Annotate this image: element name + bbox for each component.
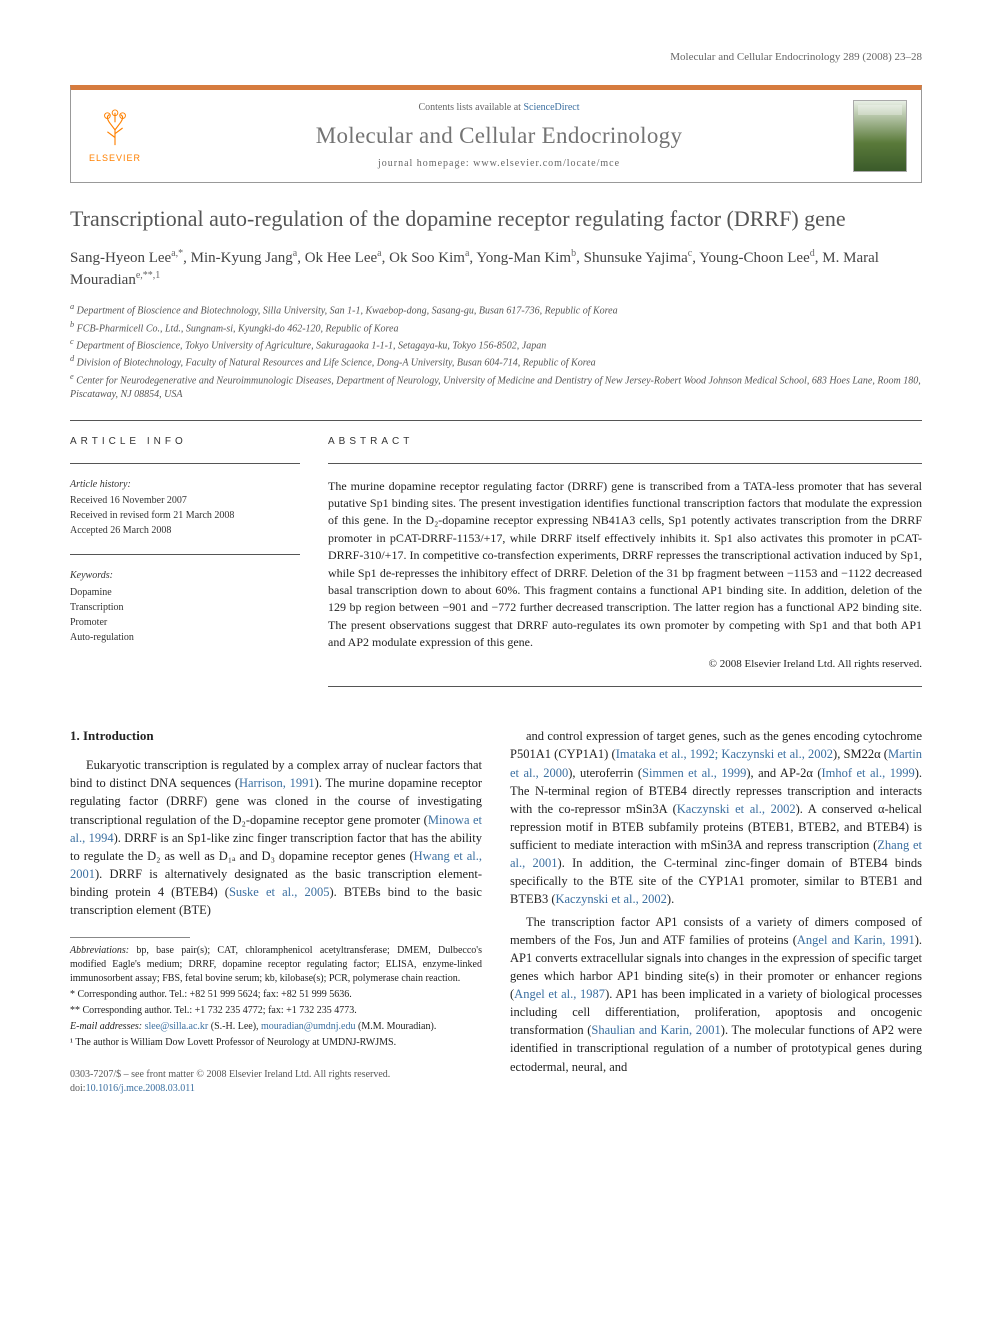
history-line: Received in revised form 21 March 2008 <box>70 508 300 523</box>
sciencedirect-link[interactable]: ScienceDirect <box>523 102 579 113</box>
tree-icon <box>96 108 134 148</box>
keywords-label: Keywords: <box>70 569 300 583</box>
article-title: Transcriptional auto-regulation of the d… <box>70 205 922 234</box>
doi-link[interactable]: 10.1016/j.mce.2008.03.011 <box>86 1083 195 1094</box>
article-history-label: Article history: <box>70 478 300 492</box>
journal-banner: ELSEVIER Contents lists available at Sci… <box>70 85 922 183</box>
author-list: Sang-Hyeon Leea,*, Min-Kyung Janga, Ok H… <box>70 247 922 291</box>
abstract-head: ABSTRACT <box>328 435 922 449</box>
front-matter-line: 0303-7207/$ – see front matter © 2008 El… <box>70 1068 482 1082</box>
section-head-intro: 1. Introduction <box>70 727 482 746</box>
keyword: Auto-regulation <box>70 630 300 645</box>
divider <box>328 463 922 464</box>
body-paragraph: and control expression of target genes, … <box>510 727 922 908</box>
journal-homepage: journal homepage: www.elsevier.com/locat… <box>159 157 839 171</box>
journal-cover-thumb[interactable] <box>853 100 907 172</box>
affiliation: e Center for Neurodegenerative and Neuro… <box>70 371 922 402</box>
email-addresses: E-mail addresses: slee@silla.ac.kr (S.-H… <box>70 1020 482 1034</box>
affiliation: d Division of Biotechnology, Faculty of … <box>70 353 922 370</box>
abstract-text: The murine dopamine receptor regulating … <box>328 478 922 652</box>
affiliation: a Department of Bioscience and Biotechno… <box>70 301 922 318</box>
body-paragraph: The transcription factor AP1 consists of… <box>510 913 922 1076</box>
divider <box>70 420 922 421</box>
logo-label: ELSEVIER <box>89 152 141 164</box>
divider <box>70 554 300 555</box>
keyword: Dopamine <box>70 585 300 600</box>
divider <box>70 463 300 464</box>
elsevier-logo[interactable]: ELSEVIER <box>85 101 145 171</box>
affiliation: b FCB-Pharmicell Co., Ltd., Sungnam-si, … <box>70 319 922 336</box>
keyword: Promoter <box>70 615 300 630</box>
corresponding-author-2: ** Corresponding author. Tel.: +1 732 23… <box>70 1004 482 1018</box>
abstract-copyright: © 2008 Elsevier Ireland Ltd. All rights … <box>328 657 922 672</box>
running-head: Molecular and Cellular Endocrinology 289… <box>70 50 922 65</box>
author-note-1: ¹ The author is William Dow Lovett Profe… <box>70 1036 482 1050</box>
keyword: Transcription <box>70 600 300 615</box>
corresponding-author-1: * Corresponding author. Tel.: +82 51 999… <box>70 988 482 1002</box>
journal-name: Molecular and Cellular Endocrinology <box>159 120 839 151</box>
email-link-1[interactable]: slee@silla.ac.kr <box>145 1021 209 1032</box>
history-line: Received 16 November 2007 <box>70 493 300 508</box>
article-info-head: ARTICLE INFO <box>70 435 300 449</box>
divider <box>328 686 922 687</box>
body-paragraph: Eukaryotic transcription is regulated by… <box>70 756 482 919</box>
contents-available-line: Contents lists available at ScienceDirec… <box>159 101 839 115</box>
footnotes-block: Abbreviations: bp, base pair(s); CAT, ch… <box>70 937 482 1050</box>
history-line: Accepted 26 March 2008 <box>70 523 300 538</box>
affiliation: c Department of Bioscience, Tokyo Univer… <box>70 336 922 353</box>
email-link-2[interactable]: mouradian@umdnj.edu <box>261 1021 355 1032</box>
